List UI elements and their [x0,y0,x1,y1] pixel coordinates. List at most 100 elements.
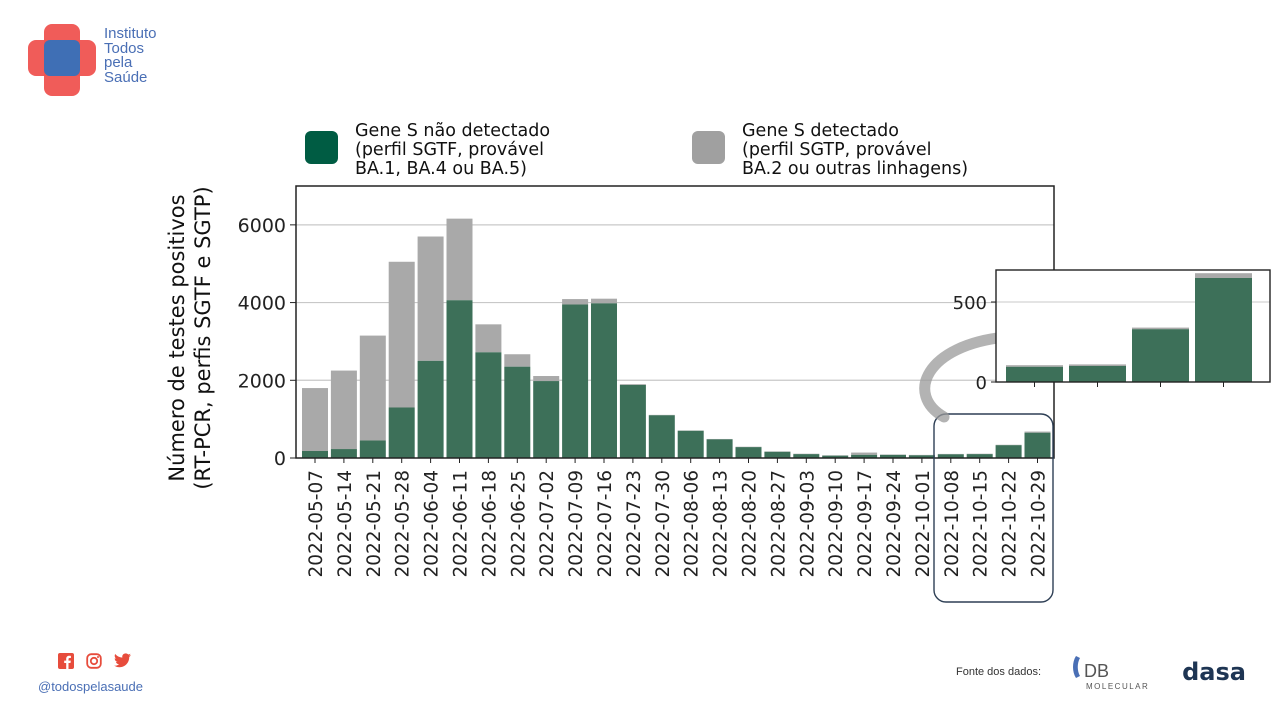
db-logo-sub: MOLECULAR [1086,682,1149,691]
x-tick-label: 2022-07-23 [624,470,645,578]
bar-sgtp [591,298,617,304]
bar-sgtf [677,430,704,458]
x-tick-label: 2022-05-28 [393,470,414,578]
bar-sgtf [937,454,964,458]
bar-sgtp [1024,431,1051,433]
x-tick-label: 2022-07-16 [595,470,616,578]
bar-sgtp [359,335,386,441]
bar-sgtf [591,303,617,458]
x-tick-label: 2022-06-11 [451,470,472,578]
x-tick-label: 2022-08-13 [711,470,732,578]
y-tick-label: 4000 [238,293,286,315]
logo-line: Saúde [104,68,148,86]
bar-sgtp [446,218,473,301]
x-tick-label: 2022-08-27 [768,470,789,578]
legend-label: Gene S não detectado [355,121,550,141]
twitter-icon[interactable] [114,653,131,673]
dasa-logo: dasa [1182,658,1246,686]
bar-sgtf [648,415,675,458]
bar-sgtf [533,381,560,458]
social-icons [58,652,131,674]
bar-sgtf [388,407,415,458]
x-tick-label: 2022-06-18 [479,470,500,578]
y-tick-label: 2000 [238,370,286,392]
bar-sgtf [446,300,473,458]
stacked-bar-chart: 0 2000 4000 6000 2022-05-07 2022-05-14 2022-05… [165,121,1271,603]
bar-sgtf [706,439,733,458]
y-axis-label: Número de testes positivos [165,194,189,481]
bar-sgtf [302,451,328,458]
x-tick-label: 2022-05-07 [306,470,327,578]
bar-sgtf [475,352,502,458]
x-tick-label: 2022-10-22 [1000,470,1021,578]
inset-y-tick-label: 0 [976,373,987,394]
bar-sgtf [504,366,531,458]
highlight-box [933,413,1054,603]
x-tick-label: 2022-07-02 [537,470,558,578]
inset-bar-sgtf [1069,366,1126,382]
x-tick-label: 2022-07-30 [653,470,674,578]
bar-sgtf [417,360,444,458]
instagram-icon[interactable] [86,652,102,674]
bar-sgtf [359,440,386,458]
x-tick-label: 2022-08-20 [740,470,761,578]
bar-sgtf [562,304,589,458]
x-tick-label: 2022-10-15 [971,470,992,578]
logo-line: Instituto [104,25,157,42]
x-tick-label: 2022-05-14 [335,470,356,578]
inset-bar-sgtp [1069,364,1126,366]
x-tick-label: 2022-09-10 [826,470,847,578]
data-source-label: Fonte dos dados: [956,666,1042,678]
inset-bar-sgtf [1195,278,1252,382]
facebook-icon[interactable] [58,652,74,674]
legend-label: (perfil SGTF, provável [355,140,544,160]
bar-sgtf [995,445,1022,458]
bar-sgtf [822,455,849,458]
y-tick-label: 0 [274,448,286,470]
y-axis-label: (RT-PCR, perfis SGTF e SGTP) [191,186,215,489]
x-tick-label: 2022-10-29 [1029,470,1050,578]
legend-label: Gene S detectado [742,121,899,141]
x-tick-label: 2022-10-01 [913,470,934,578]
x-tick-label: 2022-06-25 [508,470,529,578]
y-tick-label: 6000 [238,215,286,237]
logo-text: Instituto Todos pela Saúde [104,25,157,86]
bar-sgtp [619,384,646,385]
legend-swatch [692,131,725,164]
inset-bar-sgtp [1195,273,1252,278]
bar-sgtp [504,354,531,367]
arrow-shaft [919,331,1012,423]
legend-swatch [305,131,338,164]
inset-y-tick-label: 500 [953,293,987,314]
instituto-logo [28,24,96,96]
bar-sgtf [851,454,878,458]
bar-sgtp [330,370,357,450]
x-tick-label: 2022-06-04 [422,470,443,578]
x-tick-label: 2022-09-03 [797,470,818,578]
x-tick-label: 2022-10-08 [942,470,963,578]
bar-sgtp [851,452,878,455]
db-logo-main: DB [1084,661,1109,681]
inset-frame [995,269,1271,383]
social-handle[interactable]: @todospelasaude [38,679,143,694]
db-molecular-logo: DB MOLECULAR [1073,656,1149,691]
legend-label: BA.2 ou outras linhagens) [742,159,968,179]
bar-sgtf [908,455,935,458]
bar-sgtp [388,261,415,408]
bar-sgtf [1024,432,1051,458]
legend-label: (perfil SGTP, provável [742,140,931,160]
inset-bar-sgtf [1006,366,1063,382]
x-tick-label: 2022-09-17 [855,470,876,578]
bar-sgtf [330,449,357,458]
bar-sgtp [475,324,502,353]
bar-sgtf [880,454,906,458]
logo-line: pela [104,54,133,71]
logo-line: Todos [104,39,145,57]
dasa-logo-text: dasa [1182,658,1246,686]
bar-sgtf [619,384,646,458]
inset-bar-sgtf [1132,329,1189,382]
bar-sgtf [764,451,791,458]
bar-sgtp [417,236,444,361]
bar-sgtf [735,447,762,458]
x-tick-label: 2022-09-24 [884,470,905,578]
